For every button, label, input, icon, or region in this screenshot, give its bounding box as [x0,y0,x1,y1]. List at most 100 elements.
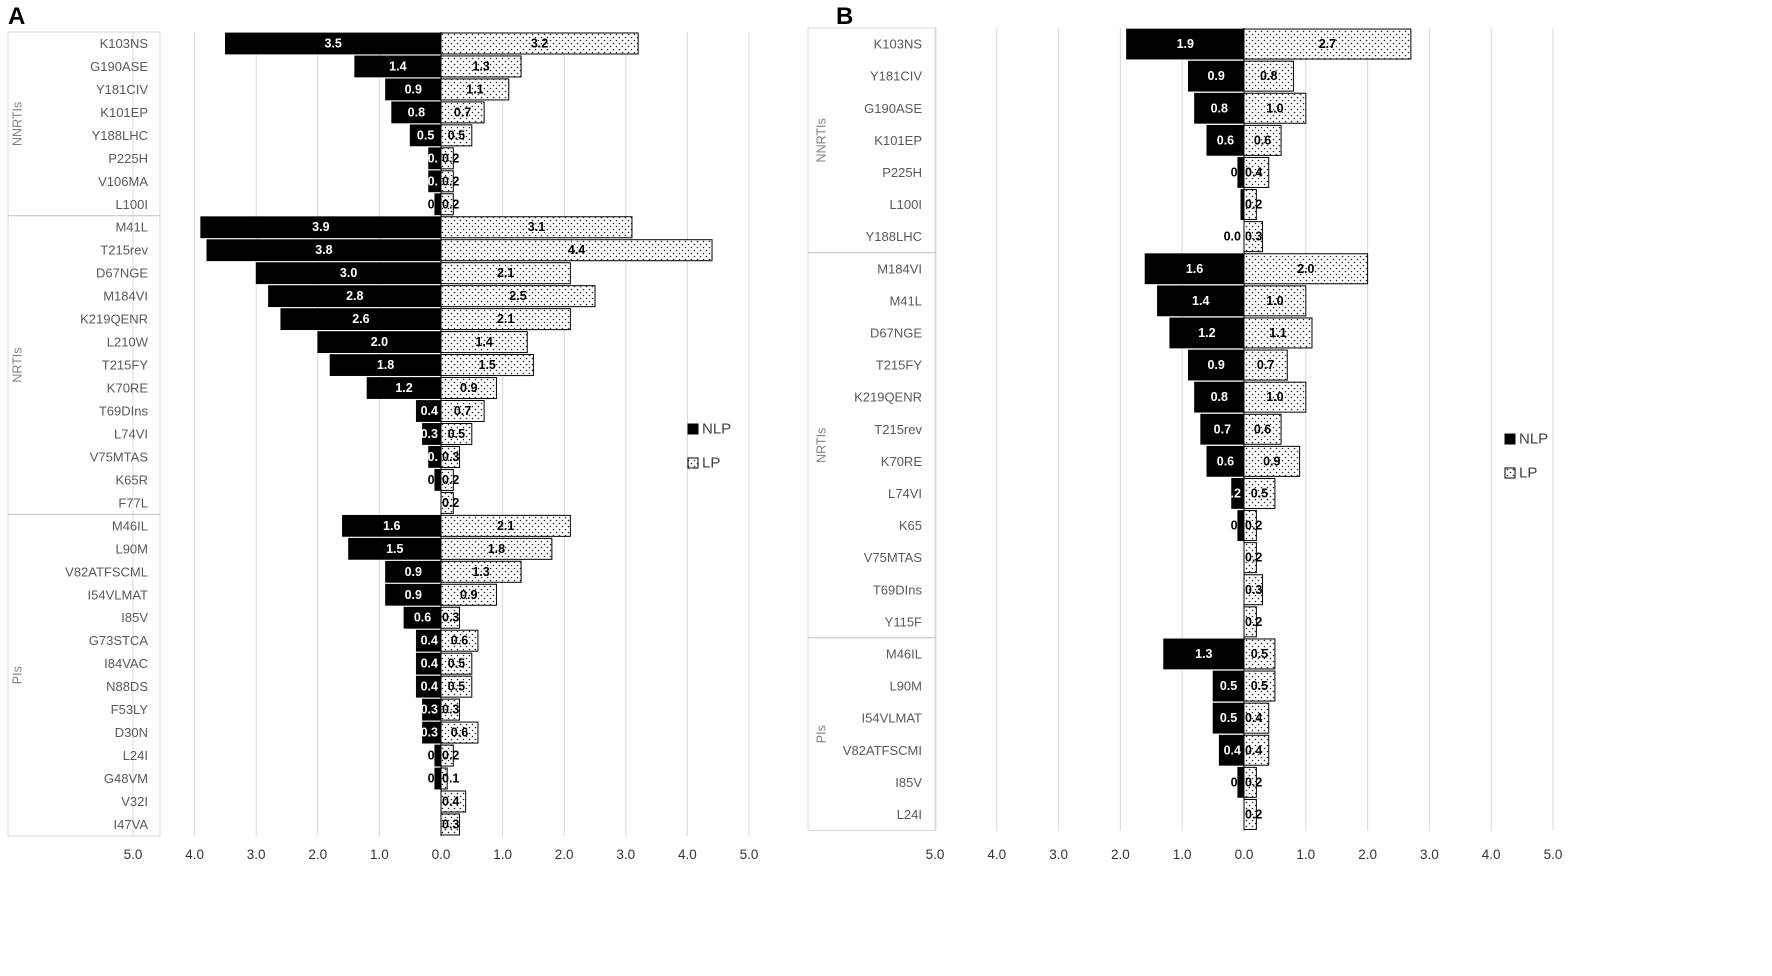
data-label-nlp: 0.4 [421,657,438,671]
data-label-nlp: 1.4 [389,59,406,73]
x-tick-label: 4.0 [987,847,1006,862]
category-label: V82ATFSCMI [843,743,922,758]
category-label: G73STCA [89,633,149,648]
x-tick-label: 2.0 [308,847,327,862]
x-tick-label: 3.0 [1049,847,1068,862]
bar-nlp [1187,60,1245,92]
data-label-nlp: 2.6 [352,312,369,326]
category-label: L100I [115,197,148,212]
legend: NLP LP [687,421,731,472]
data-label-lp: 2.5 [509,289,526,303]
data-label-nlp: 0. [428,197,438,211]
bar-nlp [1206,124,1245,156]
data-label-lp: 0.6 [1254,422,1271,436]
category-label: L24I [897,807,922,822]
category-label: F53LY [111,702,149,717]
data-label-lp: 0.5 [448,427,465,441]
data-label-lp: 0.2 [1245,519,1262,533]
data-label-nlp: 0.4 [421,634,438,648]
category-label: Y188LHC [866,229,922,244]
data-label-lp: 0.2 [1245,775,1262,789]
data-label-lp: 0.2 [442,496,459,510]
bar-lp [1243,638,1276,670]
category-label: D67NGE [96,266,148,281]
data-label-nlp: 0.4 [421,404,438,418]
category-label: K65 [899,518,922,533]
data-label-nlp: 0.3 [421,703,438,717]
x-tick-label: 4.0 [678,847,697,862]
data-label-lp: 0.3 [442,611,459,625]
data-label-nlp: 0.6 [414,611,431,625]
data-label-nlp: 1.4 [1192,294,1209,308]
data-label-nlp: 0.9 [405,82,422,96]
data-label-nlp: 0. [428,151,438,165]
data-label-lp: 0.4 [1245,743,1262,757]
data-label-lp: 0.5 [1251,679,1268,693]
category-label: K70RE [107,381,149,396]
data-label-lp: 2.1 [497,266,514,280]
x-tick-label: 5.0 [1544,847,1563,862]
bar-lp [1243,445,1301,477]
data-label-nlp: 0.5 [1220,679,1237,693]
category-label: L74VI [114,426,148,441]
data-label-lp: 0.4 [1245,165,1262,179]
data-label-lp: 1.4 [475,335,492,349]
x-tick-label: 2.0 [555,847,574,862]
data-label-nlp: 0.6 [1217,133,1234,147]
x-tick-label: 3.0 [1420,847,1439,862]
data-label-nlp: 0. [1231,165,1241,179]
x-tick-label: 5.0 [124,847,143,862]
data-label-lp: 0.9 [1263,454,1280,468]
category-label: K70RE [881,454,923,469]
category-label: M46IL [886,646,922,661]
data-label-nlp: 0.5 [417,128,434,142]
data-label-nlp: 1.2 [395,381,412,395]
group-label: NNRTIs [814,118,828,162]
category-label: K219QENR [854,390,922,405]
data-label-nlp: 3.0 [340,266,357,280]
data-label-nlp: 2.0 [371,335,388,349]
category-label: L100I [889,197,922,212]
category-label: L90M [115,541,148,556]
category-label: K103NS [874,37,923,52]
category-label: K101EP [874,133,922,148]
category-label: T215rev [100,243,148,258]
x-tick-label: 2.0 [1358,847,1377,862]
data-label-lp: 0.2 [1245,807,1262,821]
data-label-lp: 0.2 [1245,551,1262,565]
data-label-nlp: 0.0 [1224,230,1241,244]
category-label: P225H [882,165,922,180]
category-label: I54VLMAT [88,587,149,602]
category-label: K65R [115,472,148,487]
category-label: Y181CIV [96,82,148,97]
panel-label: A [8,3,25,30]
category-label: V75MTAS [864,550,923,565]
data-label-nlp: 0.9 [405,565,422,579]
legend-label: NLP [702,421,731,438]
data-label-lp: 1.3 [472,565,489,579]
legend-label: NLP [1519,431,1548,448]
data-label-nlp: 0. [428,749,438,763]
category-label: T215FY [102,358,149,373]
legend-swatch-lp [687,457,699,469]
data-label-nlp: 0.3 [421,726,438,740]
category-label: Y181CIV [870,69,922,84]
x-tick-label: 3.0 [247,847,266,862]
data-label-lp: 0.3 [442,450,459,464]
x-tick-label: 0.0 [432,847,451,862]
data-label-lp: 0.2 [442,473,459,487]
category-label: L90M [889,679,922,694]
data-label-lp: 3.2 [531,36,548,50]
data-label-lp: 0.7 [454,105,471,119]
group-label: PIs [10,666,24,684]
data-label-nlp: 3.9 [312,220,329,234]
data-label-nlp: 1.9 [1177,37,1194,51]
category-label: V75MTAS [90,449,149,464]
data-label-lp: 0.2 [1245,615,1262,629]
category-label: V106MA [98,174,148,189]
category-label: M46IL [112,518,148,533]
x-tick-label: 0.0 [1235,847,1254,862]
x-tick-label: 1.0 [493,847,512,862]
bar-nlp [1200,413,1245,445]
data-label-nlp: 0. [428,473,438,487]
